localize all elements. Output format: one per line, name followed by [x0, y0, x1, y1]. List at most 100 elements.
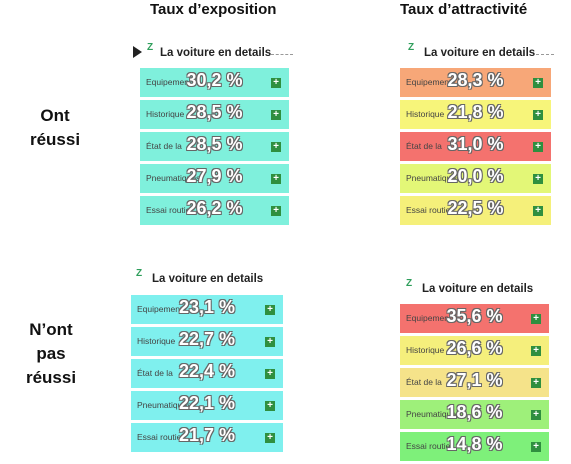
z-logo-icon: Z [147, 42, 154, 53]
plus-icon[interactable]: + [533, 174, 543, 184]
panel-failure-exposure: Z La voiture en details Equipements 23,1 … [128, 268, 283, 455]
plus-icon[interactable]: + [531, 410, 541, 420]
plus-icon[interactable]: + [265, 401, 275, 411]
metric-tile[interactable]: Historique 22,7 % + [131, 327, 283, 356]
z-logo-icon: Z [408, 42, 415, 53]
plus-icon[interactable]: + [531, 442, 541, 452]
plus-icon[interactable]: + [271, 174, 281, 184]
metric-tile[interactable]: Pneumatiques 18,6 % + [400, 400, 549, 429]
metric-tile[interactable]: Pneumatiques 27,9 % + [140, 164, 289, 193]
plus-icon[interactable]: + [265, 369, 275, 379]
plus-icon[interactable]: + [533, 78, 543, 88]
panel-title: La voiture en details [422, 283, 534, 295]
plus-icon[interactable]: + [271, 78, 281, 88]
metric-value: 28,5 % [186, 102, 243, 122]
metric-label: Historique [146, 109, 185, 119]
metric-tile[interactable]: Essai routier 22,5 % + [400, 196, 551, 225]
metric-tile[interactable]: État de la 22,4 % + [131, 359, 283, 388]
metric-value: 28,3 % [447, 70, 504, 90]
metric-label: État de la [406, 141, 442, 151]
panel-failure-attractiveness: Z La voiture en details Equipements 35,6 … [398, 278, 550, 464]
metric-label: Historique [137, 336, 176, 346]
metric-label: Historique [406, 109, 445, 119]
metric-label: Pneumatiques [146, 173, 201, 183]
metric-value: 31,0 % [447, 134, 504, 154]
metric-label: État de la [146, 141, 182, 151]
metric-value: 21,7 % [178, 425, 236, 445]
metric-value: 27,1 % [446, 370, 503, 390]
plus-icon[interactable]: + [533, 206, 543, 216]
metric-tile[interactable]: État de la 28,5 % + [140, 132, 289, 161]
plus-icon[interactable]: + [531, 346, 541, 356]
metric-label: Essai routier [146, 205, 194, 215]
plus-icon[interactable]: + [531, 314, 541, 324]
metric-tile[interactable]: Essai routier 14,8 % + [400, 432, 549, 461]
dashed-line [271, 54, 293, 55]
metric-tile[interactable]: Historique 28,5 % + [140, 100, 289, 129]
metric-tile[interactable]: Pneumatiques 22,1 % + [131, 391, 283, 420]
column-title-attractiveness: Taux d’attractivité [400, 1, 528, 18]
tile-list: Equipements 35,6 % + Historique 26,6 % + État … [400, 304, 549, 461]
plus-icon[interactable]: + [265, 337, 275, 347]
play-icon[interactable] [133, 46, 142, 58]
plus-icon[interactable]: + [533, 110, 543, 120]
metric-tile[interactable]: État de la 27,1 % + [400, 368, 549, 397]
z-logo-icon: Z [136, 268, 143, 279]
plus-icon[interactable]: + [271, 142, 281, 152]
plus-icon[interactable]: + [531, 378, 541, 388]
tile-list: Equipements 30,2 % + Historique 28,5 % + État … [140, 68, 289, 225]
metric-label: Essai routier [406, 205, 454, 215]
metric-value: 22,1 % [178, 393, 236, 413]
row-label-failure: N’ont pas réussi [18, 318, 84, 390]
plus-icon[interactable]: + [533, 142, 543, 152]
metric-label: Pneumatiques [406, 173, 461, 183]
metric-tile[interactable]: Equipements 23,1 % + [131, 295, 283, 324]
row-label-line: réussi [25, 368, 77, 387]
row-label-line: pas [36, 344, 66, 363]
panel-header: Z La voiture en details [398, 278, 550, 298]
metric-label: Historique [406, 345, 445, 355]
metric-value: 14,8 % [446, 434, 503, 454]
metric-label: Pneumatiques [406, 409, 461, 419]
plus-icon[interactable]: + [271, 110, 281, 120]
metric-tile[interactable]: État de la 31,0 % + [400, 132, 551, 161]
metric-label: Pneumatiques [137, 400, 192, 410]
metric-tile[interactable]: Essai routier 26,2 % + [140, 196, 289, 225]
metric-value: 30,2 % [186, 70, 243, 90]
metric-label: État de la [137, 368, 173, 378]
panel-header: Z La voiture en details [133, 42, 293, 62]
tile-list: Equipements 23,1 % + Historique 22,7 % + État … [131, 295, 283, 452]
metric-value: 35,6 % [446, 306, 503, 326]
metric-tile[interactable]: Equipements 28,3 % + [400, 68, 551, 97]
plus-icon[interactable]: + [265, 305, 275, 315]
metric-label: Essai routier [406, 441, 454, 451]
row-label-success: Ont réussi [22, 104, 88, 152]
panel-header: Z La voiture en details [128, 268, 283, 288]
metric-tile[interactable]: Historique 26,6 % + [400, 336, 549, 365]
metric-label: Equipements [146, 77, 196, 87]
metric-value: 26,6 % [446, 338, 503, 358]
metric-value: 26,2 % [186, 198, 243, 218]
panel-title: La voiture en details [152, 273, 264, 285]
metric-value: 20,0 % [447, 166, 504, 186]
metric-value: 18,6 % [446, 402, 503, 422]
column-title-exposure: Taux d’exposition [150, 1, 277, 18]
plus-icon[interactable]: + [271, 206, 281, 216]
metric-tile[interactable]: Historique 21,8 % + [400, 100, 551, 129]
metric-label: Equipements [137, 304, 187, 314]
metric-label: État de la [406, 377, 442, 387]
plus-icon[interactable]: + [265, 433, 275, 443]
metric-value: 22,7 % [178, 329, 236, 349]
row-label-line: N’ont [29, 320, 73, 339]
z-logo-icon: Z [406, 278, 413, 289]
metric-tile[interactable]: Essai routier 21,7 % + [131, 423, 283, 452]
metric-tile[interactable]: Equipements 35,6 % + [400, 304, 549, 333]
metric-tile[interactable]: Pneumatiques 20,0 % + [400, 164, 551, 193]
metric-value: 22,4 % [178, 361, 236, 381]
tile-list: Equipements 28,3 % + Historique 21,8 % + État … [400, 68, 551, 225]
metric-label: Equipements [406, 77, 456, 87]
row-label-line: réussi [29, 130, 81, 149]
metric-value: 23,1 % [178, 297, 236, 317]
panel-success-exposure: Z La voiture en details Equipements 30,2 … [133, 42, 293, 228]
metric-tile[interactable]: Equipements 30,2 % + [140, 68, 289, 97]
